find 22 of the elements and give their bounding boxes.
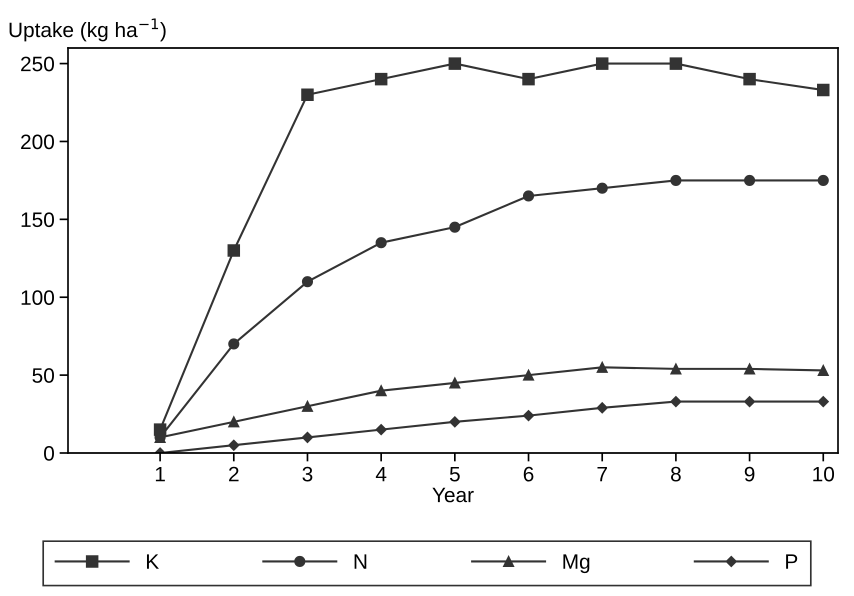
x-tick-label: 4	[376, 466, 386, 482]
y-tick-label: 250	[21, 56, 54, 72]
legend-label: Mg	[563, 554, 590, 574]
x-tick-label: 7	[597, 466, 607, 482]
x-tick-label: 8	[671, 466, 681, 482]
y-tick-label: 50	[32, 368, 54, 383]
legend-label: N	[354, 554, 366, 569]
y-tick-label: 0	[44, 446, 54, 461]
y-tick-label: 200	[21, 134, 54, 150]
x-tick-label: 1	[156, 466, 165, 482]
y-tick-label: 150	[22, 212, 54, 228]
x-axis-title: Year	[432, 488, 474, 502]
x-tick-label: 9	[744, 466, 754, 482]
x-tick-label: 2	[229, 466, 239, 482]
x-tick-label: 6	[524, 466, 534, 482]
legend-label: K	[146, 554, 159, 569]
x-tick-label: 10	[813, 466, 834, 482]
y-tick-label: 100	[22, 290, 54, 305]
legend-label: P	[786, 554, 798, 569]
y-axis-title: Uptake (kg ha$^{−1}$)	[10, 18, 166, 42]
x-tick-label: 5	[450, 466, 460, 482]
x-tick-label: 3	[302, 466, 312, 482]
